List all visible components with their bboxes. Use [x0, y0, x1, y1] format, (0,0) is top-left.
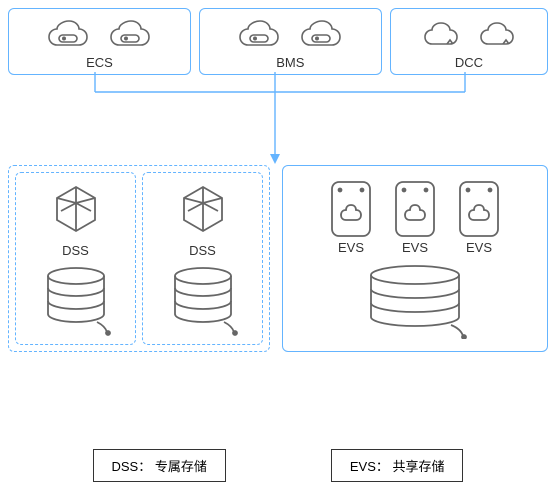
storage-stack-icon: [355, 263, 475, 339]
legend-evs: EVS： 共享存储: [331, 449, 464, 482]
legend-dss: DSS： 专属存储: [93, 449, 226, 482]
device-cloud-icon: [454, 178, 504, 240]
arrow-down-icon: [270, 154, 280, 164]
cloud-server-icon: [234, 17, 284, 53]
bms-box: BMS: [199, 8, 382, 75]
evs-item-3: EVS: [454, 178, 504, 255]
hexagon-icon: [47, 181, 105, 237]
cloud-server-icon: [105, 17, 155, 53]
evs-item-2: EVS: [390, 178, 440, 255]
cloud-plain-icon: [475, 17, 519, 53]
storage-row: DSS DSS EVS EVS EVS: [8, 165, 548, 352]
dcc-label: DCC: [455, 55, 483, 70]
bms-icons: [234, 17, 346, 53]
dss-outer-box: DSS DSS: [8, 165, 270, 352]
evs-label-2: EVS: [402, 240, 428, 255]
device-cloud-icon: [390, 178, 440, 240]
evs-outer-box: EVS EVS EVS: [282, 165, 548, 352]
storage-stack-icon: [164, 264, 242, 336]
legend-row: DSS： 专属存储 EVS： 共享存储: [0, 449, 556, 482]
ecs-box: ECS: [8, 8, 191, 75]
evs-label-1: EVS: [338, 240, 364, 255]
cloud-server-icon: [296, 17, 346, 53]
cloud-server-icon: [43, 17, 93, 53]
dcc-icons: [419, 17, 519, 53]
dcc-box: DCC: [390, 8, 548, 75]
cloud-plain-icon: [419, 17, 463, 53]
dss-label-1: DSS: [62, 243, 89, 258]
hexagon-icon: [174, 181, 232, 237]
evs-label-3: EVS: [466, 240, 492, 255]
dss-pool-2: DSS: [142, 172, 263, 345]
device-cloud-icon: [326, 178, 376, 240]
ecs-label: ECS: [86, 55, 113, 70]
bms-label: BMS: [276, 55, 304, 70]
dss-label-2: DSS: [189, 243, 216, 258]
connector-lines: [0, 70, 556, 170]
dss-pool-1: DSS: [15, 172, 136, 345]
evs-item-1: EVS: [326, 178, 376, 255]
ecs-icons: [43, 17, 155, 53]
evs-icons: EVS EVS EVS: [326, 178, 504, 255]
storage-stack-icon: [37, 264, 115, 336]
compute-row: ECS BMS DCC: [0, 0, 556, 83]
